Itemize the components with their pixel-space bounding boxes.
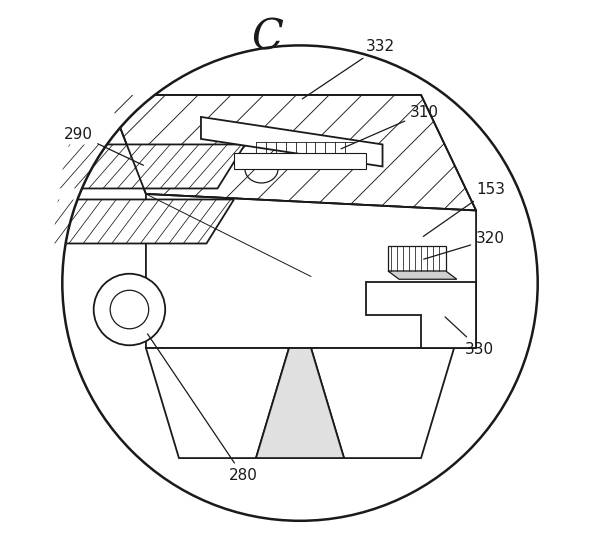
Text: C: C xyxy=(251,16,283,58)
Text: 310: 310 xyxy=(341,105,439,149)
Text: 330: 330 xyxy=(445,317,494,357)
Polygon shape xyxy=(366,282,476,348)
Circle shape xyxy=(62,45,538,521)
Polygon shape xyxy=(146,194,476,348)
Circle shape xyxy=(94,274,165,345)
Polygon shape xyxy=(107,95,476,211)
Text: 320: 320 xyxy=(424,232,505,259)
Text: 332: 332 xyxy=(302,39,395,99)
Text: 290: 290 xyxy=(64,127,143,165)
Polygon shape xyxy=(388,271,457,279)
Polygon shape xyxy=(201,117,383,166)
Polygon shape xyxy=(311,348,454,458)
Circle shape xyxy=(110,290,149,329)
Polygon shape xyxy=(234,153,366,169)
Polygon shape xyxy=(388,246,446,271)
Text: 153: 153 xyxy=(424,182,505,236)
Polygon shape xyxy=(146,348,289,458)
Polygon shape xyxy=(52,200,234,243)
Text: 280: 280 xyxy=(148,334,257,483)
Polygon shape xyxy=(58,144,245,189)
Polygon shape xyxy=(256,348,344,458)
